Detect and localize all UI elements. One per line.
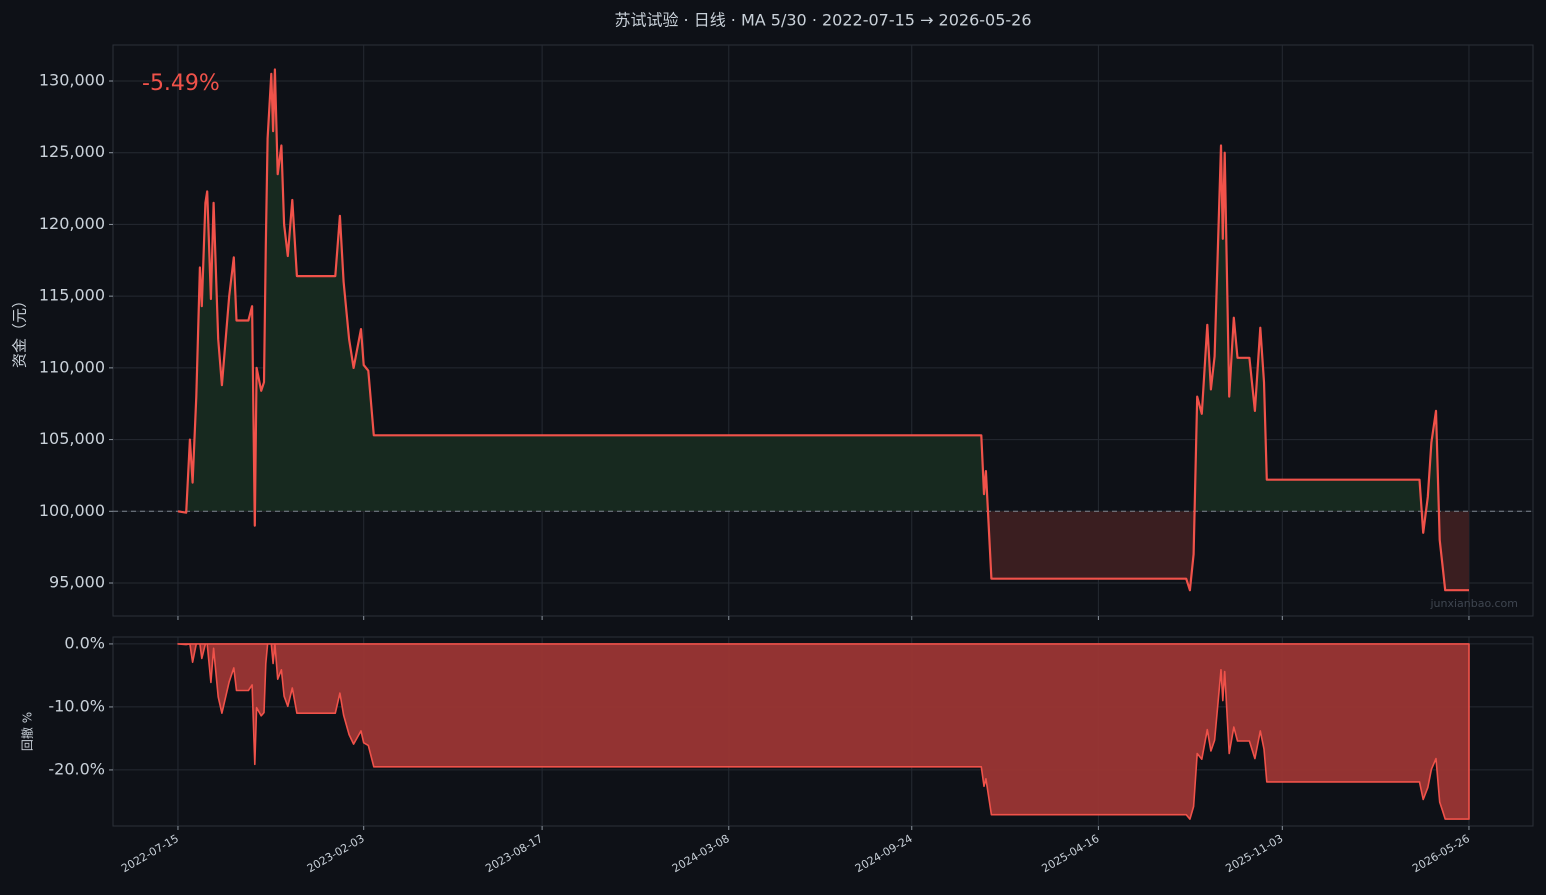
y-tick-label: 95,000 [49,573,105,592]
x-tick-label: 2024-09-24 [853,832,915,875]
y-tick-label: 120,000 [39,214,105,233]
area-below [178,511,1469,591]
x-tick-label: 2022-07-15 [119,832,181,875]
y-tick-label: 125,000 [39,142,105,161]
y-tick-label: -20.0% [48,759,105,778]
drawdown-line [177,643,1470,820]
x-tick-label: 2025-04-16 [1040,832,1102,875]
drawdown-area [178,643,1469,820]
y-tick-label: 0.0% [64,633,105,652]
y-tick-label: -10.0% [48,696,105,715]
equity-line [177,68,1469,592]
y-axis-label: 回撤 % [20,712,35,751]
plot-area [112,44,1534,617]
y-tick-label: 115,000 [39,286,105,305]
return-annotation: -5.49% [142,71,220,96]
x-tick-label: 2023-08-17 [483,832,545,875]
x-tick-label: 2023-02-03 [305,832,367,875]
y-tick-label: 130,000 [39,71,105,90]
x-tick-label: 2024-03-08 [670,832,732,875]
watermark: junxianbao.com [1429,597,1518,610]
chart-title: 苏试试验 · 日线 · MA 5/30 · 2022-07-15 → 2026-… [614,11,1031,30]
y-axis-label: 资金（元） [11,293,29,368]
y-tick-label: 105,000 [39,429,105,448]
y-tick-label: 110,000 [39,357,105,376]
area-above [178,69,1469,512]
x-tick-label: 2025-11-03 [1223,832,1285,875]
x-tick-label: 2026-05-26 [1410,832,1472,875]
y-tick-label: 100,000 [39,501,105,520]
